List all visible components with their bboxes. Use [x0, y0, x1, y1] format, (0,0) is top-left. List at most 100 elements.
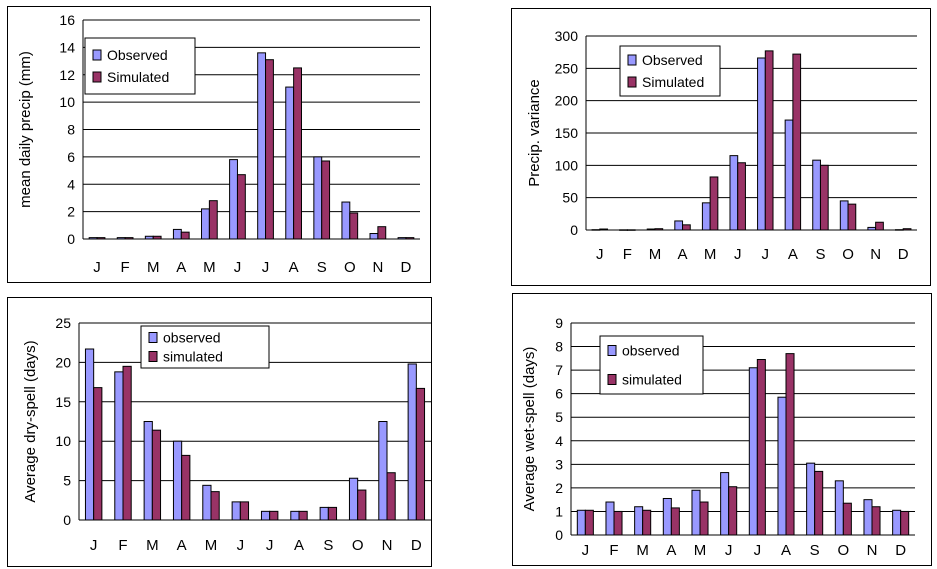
- bar-observed: [172, 440, 183, 521]
- bar-simulated: [737, 162, 746, 231]
- y-tick-label: 250: [555, 60, 579, 76]
- x-tick-label: D: [411, 537, 422, 554]
- x-tick-label: A: [788, 246, 798, 263]
- x-tick-label: M: [694, 542, 707, 559]
- x-tick-label: N: [867, 542, 878, 559]
- bar-simulated: [842, 502, 852, 536]
- legend: Observed Simulated: [619, 45, 721, 97]
- bar-observed: [806, 462, 816, 536]
- legend-swatch-simulated: [92, 71, 102, 83]
- x-tick-label: J: [582, 542, 590, 559]
- bar-simulated: [386, 472, 396, 521]
- bar-simulated: [814, 470, 824, 536]
- x-tick-label: J: [734, 246, 742, 263]
- bar-observed: [319, 506, 329, 521]
- legend-box: [619, 45, 721, 97]
- bar-simulated: [415, 387, 426, 521]
- bar-observed: [729, 155, 739, 231]
- bar-simulated: [327, 506, 338, 521]
- bar-observed: [701, 202, 711, 231]
- y-tick-label: 9: [555, 315, 563, 331]
- bar-simulated: [875, 221, 884, 231]
- bar-simulated: [792, 53, 802, 231]
- y-tick-label: 8: [555, 339, 563, 355]
- x-tick-label: J: [725, 542, 733, 559]
- x-tick-label: O: [352, 537, 364, 554]
- x-tick-label: J: [90, 537, 98, 554]
- y-tick-label: 0: [555, 527, 563, 543]
- bar-simulated: [122, 365, 132, 521]
- chart-panel-wet-spell: 0 1 2 3 4 5 6 7 8 9 J F M A M J J A S O N D Average wet-spell …: [512, 293, 932, 566]
- legend-label-observed: observed: [163, 330, 221, 346]
- bar-observed: [662, 497, 672, 536]
- x-tick-label: M: [146, 537, 159, 554]
- bar-observed: [84, 348, 95, 521]
- bar-observed: [341, 201, 351, 240]
- x-tick-label: A: [177, 537, 187, 554]
- y-tick-label: 7: [555, 362, 563, 378]
- bar-simulated: [93, 387, 103, 521]
- bar-simulated: [357, 489, 367, 521]
- x-tick-label: M: [205, 537, 218, 554]
- x-tick-label: J: [762, 246, 770, 263]
- y-tick-label: 10: [55, 433, 71, 449]
- y-tick-label: 1: [555, 503, 563, 519]
- bar-simulated: [208, 200, 218, 240]
- chart-panel-precip-variance: 0 50 100 150 200 250 300 J F M A M J J A S O N D Precip. va…: [511, 8, 931, 286]
- x-tick-label: S: [810, 542, 820, 559]
- x-tick-label: N: [372, 259, 383, 276]
- legend-swatch-observed: [92, 49, 102, 61]
- y-tick-label: 2: [67, 204, 75, 220]
- y-tick-label: 10: [59, 94, 75, 110]
- bar-simulated: [236, 174, 246, 240]
- y-tick-label: 14: [59, 39, 75, 55]
- x-tick-label: F: [121, 259, 130, 276]
- x-tick-label: A: [289, 259, 299, 276]
- bar-simulated: [405, 237, 415, 240]
- bar-observed: [260, 510, 271, 521]
- x-tick-label: A: [678, 246, 688, 263]
- legend-label-observed: Observed: [642, 52, 703, 68]
- bar-simulated: [239, 501, 250, 521]
- bar-observed: [839, 200, 849, 231]
- bar-observed: [397, 237, 407, 240]
- bar-simulated: [181, 454, 191, 521]
- bar-observed: [369, 233, 379, 240]
- bar-simulated: [152, 235, 162, 240]
- bar-simulated: [764, 50, 774, 231]
- bar-simulated: [626, 229, 636, 231]
- legend-swatch-observed: [627, 54, 637, 66]
- bar-observed: [691, 489, 701, 536]
- bar-observed: [348, 477, 359, 521]
- bar-observed: [863, 499, 873, 536]
- x-tick-label: F: [609, 542, 618, 559]
- legend: observed simulated: [140, 325, 270, 369]
- y-tick-label: 3: [555, 456, 563, 472]
- bar-simulated: [756, 359, 766, 536]
- x-tick-label: D: [898, 246, 909, 263]
- bar-observed: [285, 86, 295, 240]
- bar-simulated: [349, 212, 359, 240]
- x-tick-label: O: [837, 542, 849, 559]
- bar-observed: [114, 371, 124, 521]
- bar-simulated: [871, 506, 881, 536]
- y-tick-label: 0: [63, 512, 71, 528]
- bar-observed: [407, 363, 417, 521]
- bar-observed: [812, 159, 821, 231]
- bar-simulated: [210, 491, 220, 521]
- legend-label-simulated: Simulated: [107, 69, 169, 85]
- bar-observed: [757, 57, 766, 231]
- bar-observed: [784, 119, 794, 231]
- y-axis-label: mean daily precip (mm): [17, 51, 34, 208]
- bar-observed: [619, 229, 628, 231]
- legend-label-simulated: simulated: [163, 349, 223, 365]
- bar-observed: [378, 421, 388, 521]
- chart-dry-spell: 0 5 10 15 20 25 J F M A M J J A S O N D Average dry-spell …: [22, 315, 431, 554]
- bar-observed: [634, 506, 644, 536]
- x-tick-label: J: [596, 246, 604, 263]
- bar-simulated: [599, 228, 609, 231]
- chart-panel-dry-spell: 0 5 10 15 20 25 J F M A M J J A S O N D Average dry-spell …: [7, 297, 432, 567]
